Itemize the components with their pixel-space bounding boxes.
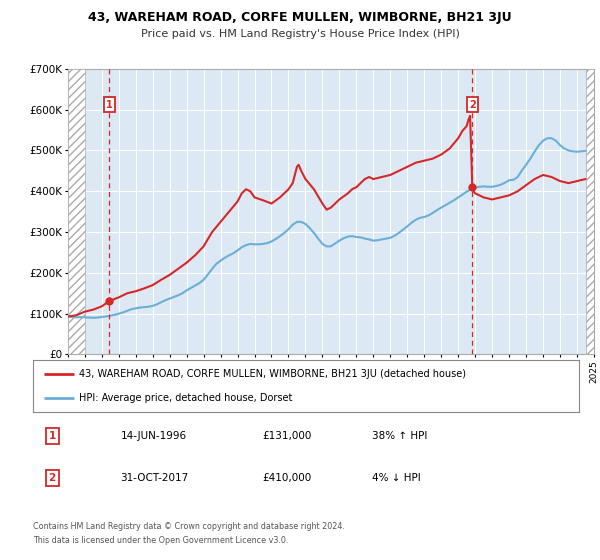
Text: 1: 1 bbox=[106, 100, 113, 110]
Text: 43, WAREHAM ROAD, CORFE MULLEN, WIMBORNE, BH21 3JU (detached house): 43, WAREHAM ROAD, CORFE MULLEN, WIMBORNE… bbox=[79, 369, 466, 379]
Text: This data is licensed under the Open Government Licence v3.0.: This data is licensed under the Open Gov… bbox=[33, 536, 289, 545]
Text: £131,000: £131,000 bbox=[262, 431, 311, 441]
Bar bbox=[68, 69, 85, 354]
Text: 2: 2 bbox=[469, 100, 476, 110]
Text: 1: 1 bbox=[49, 431, 56, 441]
Text: 2: 2 bbox=[49, 473, 56, 483]
Text: Price paid vs. HM Land Registry's House Price Index (HPI): Price paid vs. HM Land Registry's House … bbox=[140, 29, 460, 39]
Text: 43, WAREHAM ROAD, CORFE MULLEN, WIMBORNE, BH21 3JU: 43, WAREHAM ROAD, CORFE MULLEN, WIMBORNE… bbox=[88, 11, 512, 24]
Text: 4% ↓ HPI: 4% ↓ HPI bbox=[371, 473, 420, 483]
Text: Contains HM Land Registry data © Crown copyright and database right 2024.: Contains HM Land Registry data © Crown c… bbox=[33, 522, 345, 531]
Text: 38% ↑ HPI: 38% ↑ HPI bbox=[371, 431, 427, 441]
Text: HPI: Average price, detached house, Dorset: HPI: Average price, detached house, Dors… bbox=[79, 393, 293, 403]
Bar bbox=[586, 69, 594, 354]
Text: 14-JUN-1996: 14-JUN-1996 bbox=[121, 431, 187, 441]
Text: 31-OCT-2017: 31-OCT-2017 bbox=[121, 473, 188, 483]
Text: £410,000: £410,000 bbox=[262, 473, 311, 483]
